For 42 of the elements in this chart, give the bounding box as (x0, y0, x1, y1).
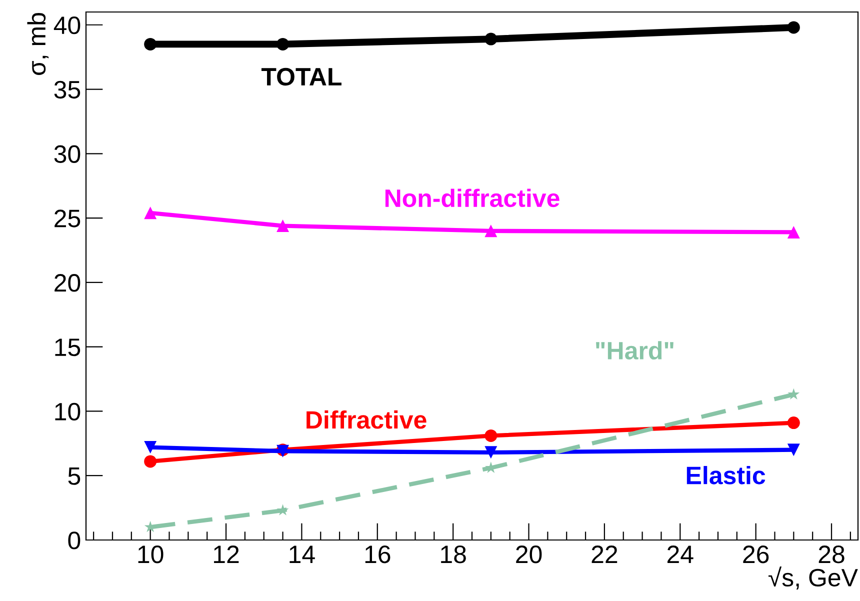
point (276, 220, 290, 232)
y-tick-label: 30 (54, 145, 80, 163)
point (788, 388, 800, 400)
x-tick-label: 24 (667, 546, 694, 563)
x-tick-label: 26 (743, 546, 769, 564)
series-label: Non-diffractive (385, 188, 560, 208)
x-tick-label: 20 (516, 546, 542, 564)
point (144, 38, 157, 50)
series-label: Diffractive (306, 410, 426, 429)
x-tick-label: 28 (818, 546, 844, 564)
point (276, 504, 289, 516)
x-tick-label: 10 (138, 546, 164, 564)
y-tick-label: 15 (55, 338, 80, 356)
series-label: Elastic (686, 466, 766, 484)
text: "Hard" (596, 341, 674, 360)
point (484, 224, 498, 238)
y-tick-label: 25 (54, 210, 80, 228)
point (787, 416, 800, 430)
y-tick-label: 0 (68, 532, 80, 550)
point (787, 444, 800, 456)
x-tick-label: 12 (214, 546, 239, 563)
y-axis-title: σ, mb (27, 13, 49, 75)
y-tick-label: 20 (54, 274, 80, 292)
x-tick-label: 16 (365, 546, 390, 564)
point (484, 32, 498, 46)
y-tick-label: 35 (54, 80, 80, 99)
point (144, 206, 157, 220)
point (484, 446, 498, 459)
point (144, 441, 157, 454)
x-tick-label: 18 (441, 546, 466, 564)
series-label: TOTAL (261, 68, 342, 86)
y-tick-label: 10 (55, 402, 80, 421)
point (787, 226, 800, 238)
point (276, 38, 290, 50)
point (144, 455, 157, 468)
point (787, 21, 800, 34)
y-tick-label: 5 (68, 467, 80, 485)
y-tick-label: 40 (54, 16, 80, 34)
x-tick-label: 14 (290, 546, 315, 563)
x-tick-label: 22 (592, 546, 618, 563)
x-axis-title: √s, GeV (768, 566, 858, 590)
point (484, 429, 498, 442)
